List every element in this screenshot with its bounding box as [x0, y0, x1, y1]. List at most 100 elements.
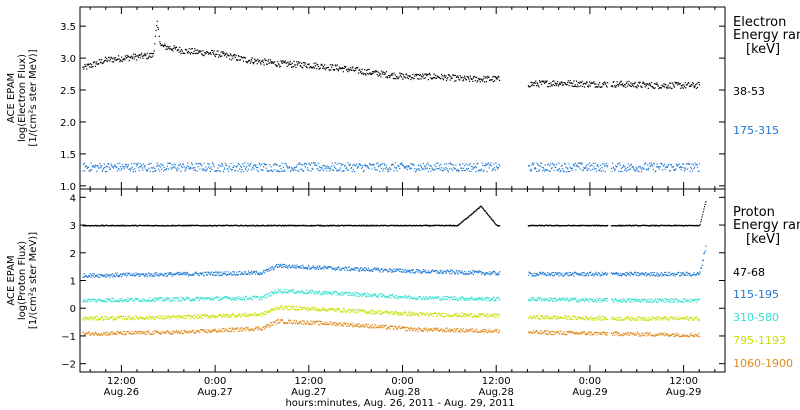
- data-point: [342, 292, 344, 294]
- data-point: [461, 221, 463, 223]
- data-point: [427, 79, 429, 81]
- data-point: [111, 316, 113, 319]
- data-point: [133, 58, 135, 60]
- data-point: [582, 224, 584, 227]
- data-point: [131, 297, 133, 299]
- data-point: [432, 77, 434, 80]
- data-point: [400, 268, 402, 270]
- data-point: [602, 299, 604, 301]
- data-point: [541, 166, 543, 168]
- data-point: [474, 271, 476, 274]
- data-point: [677, 225, 679, 227]
- data-point: [355, 165, 357, 167]
- data-point: [114, 317, 116, 320]
- data-point: [157, 26, 159, 29]
- data-point: [598, 272, 600, 274]
- data-point: [294, 64, 296, 66]
- data-point: [133, 300, 135, 302]
- data-point: [203, 225, 205, 227]
- data-point: [387, 77, 389, 79]
- data-point: [620, 275, 622, 277]
- data-point: [343, 267, 345, 269]
- data-point: [400, 76, 403, 78]
- data-point: [212, 299, 215, 301]
- data-point: [627, 225, 629, 227]
- data-point: [422, 296, 424, 298]
- data-point: [325, 225, 327, 227]
- data-point: [90, 276, 92, 278]
- data-point: [571, 85, 573, 87]
- data-point: [564, 163, 566, 165]
- data-point: [653, 274, 655, 277]
- data-point: [132, 272, 135, 275]
- data-point: [241, 273, 243, 275]
- data-point: [310, 170, 312, 172]
- data-point: [259, 273, 261, 275]
- data-point: [277, 266, 279, 268]
- data-point: [183, 298, 185, 301]
- data-point: [701, 264, 703, 266]
- data-point: [663, 163, 666, 165]
- data-point: [298, 163, 300, 165]
- data-point: [121, 300, 123, 303]
- y-tick-label: 1: [70, 277, 76, 288]
- data-point: [99, 162, 101, 165]
- data-point: [130, 56, 132, 58]
- data-point: [211, 49, 213, 52]
- data-point: [606, 166, 608, 168]
- data-point: [529, 170, 531, 172]
- data-point: [172, 47, 175, 49]
- data-point: [634, 272, 636, 274]
- data-point: [250, 61, 252, 63]
- data-point: [288, 265, 290, 267]
- data-point: [142, 298, 145, 300]
- data-point: [371, 224, 373, 226]
- data-point: [365, 225, 367, 227]
- data-point: [86, 275, 88, 277]
- data-point: [639, 81, 641, 83]
- data-point: [244, 225, 246, 227]
- data-point: [176, 46, 178, 48]
- data-point: [410, 163, 412, 165]
- data-point: [530, 297, 533, 299]
- data-point: [346, 69, 348, 71]
- data-point: [542, 170, 544, 172]
- data-point: [533, 84, 535, 87]
- data-point: [642, 272, 644, 274]
- data-point: [226, 274, 228, 276]
- data-point: [322, 266, 325, 268]
- data-point: [97, 319, 99, 321]
- data-point: [692, 81, 694, 84]
- data-point: [400, 162, 403, 164]
- data-point: [172, 167, 174, 169]
- data-point: [165, 169, 167, 171]
- data-point: [152, 171, 154, 173]
- data-point: [227, 296, 229, 298]
- data-point: [209, 297, 211, 299]
- data-point: [537, 299, 539, 302]
- data-point: [242, 57, 244, 59]
- data-point: [150, 300, 152, 303]
- data-point: [324, 290, 326, 292]
- data-point: [382, 170, 384, 172]
- data-point: [106, 61, 108, 63]
- data-point: [565, 166, 567, 168]
- data-point: [324, 165, 326, 167]
- data-point: [384, 72, 386, 74]
- data-point: [309, 66, 311, 68]
- data-point: [429, 296, 431, 298]
- data-point: [161, 168, 163, 170]
- data-point: [101, 300, 103, 302]
- data-point: [297, 163, 299, 165]
- data-point: [499, 271, 501, 273]
- data-point: [96, 61, 98, 63]
- data-point: [360, 70, 362, 72]
- data-point: [394, 74, 396, 76]
- data-point: [535, 224, 537, 226]
- data-point: [338, 266, 340, 268]
- data-point: [477, 272, 479, 274]
- data-point: [636, 275, 638, 277]
- data-point: [408, 75, 410, 77]
- data-point: [390, 164, 393, 166]
- data-point: [231, 55, 233, 57]
